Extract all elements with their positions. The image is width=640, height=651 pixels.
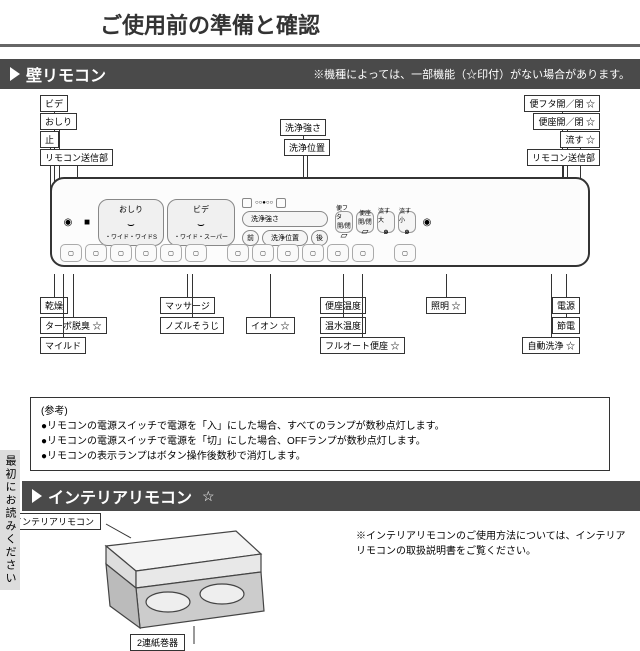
label-ion: イオン ☆	[246, 317, 295, 334]
btn-oshiri[interactable]: おしり⌣・ワイド・ワイドS	[98, 199, 164, 246]
label-transmitter-r: リモコン送信部	[527, 149, 600, 166]
reference-line: ●リモコンの電源スイッチで電源を「切」にした場合、OFFランプが数秒点灯します。	[41, 434, 599, 449]
remote-sensor-l: ◉	[60, 214, 76, 230]
reference-box: (参考) ●リモコンの電源スイッチで電源を「入」にした場合、すべてのランプが数秒…	[30, 397, 610, 471]
label-flush: 流す ☆	[560, 131, 600, 148]
label-strength: 洗浄強さ	[280, 119, 326, 136]
small-btn[interactable]: ▢	[277, 244, 299, 262]
sidebar-tab: 最初にお読みください	[0, 450, 20, 590]
interior-remote-illustration	[66, 516, 286, 646]
small-btn[interactable]: ▢	[185, 244, 207, 262]
label-lid: 便フタ開／閉 ☆	[524, 95, 600, 112]
small-btn[interactable]: ▢	[60, 244, 82, 262]
btn-flush-small[interactable]: 流す 小๑	[398, 211, 416, 233]
small-btn[interactable]: ▢	[394, 244, 416, 262]
label-seat: 便座開／閉 ☆	[533, 113, 600, 130]
label-water-temp: 温水温度	[320, 317, 366, 334]
label-bidet: ビデ	[40, 95, 68, 112]
label-light: 照明 ☆	[426, 297, 466, 314]
btn-bidet[interactable]: ビデ⌣・ワイド・スーパー	[167, 199, 235, 246]
section-interior-remote: インテリアリモコン ☆	[22, 481, 640, 511]
reference-line: ●リモコンの電源スイッチで電源を「入」にした場合、すべてのランプが数秒点灯します…	[41, 419, 599, 434]
label-interior-remote: インテリアリモコン	[6, 513, 101, 530]
btn-flush-big[interactable]: 流す 大๑	[377, 211, 395, 233]
label-power: 電源	[552, 297, 580, 314]
small-btn[interactable]: ▢	[110, 244, 132, 262]
label-eco: 節電	[552, 317, 580, 334]
label-massage: マッサージ	[160, 297, 215, 314]
triangle-icon	[10, 67, 20, 81]
label-auto-seat: フルオート便座 ☆	[320, 337, 405, 354]
small-btn[interactable]: ▢	[85, 244, 107, 262]
label-paper-holder: 2連紙巻器	[130, 634, 185, 651]
small-btn[interactable]: ▢	[352, 244, 374, 262]
interior-note: ※インテリアリモコンのご使用方法については、インテリアリモコンの取扱説明書をご覧…	[352, 511, 640, 651]
wall-remote-diagram: ビデ おしり 止 リモコン送信部 洗浄強さ 洗浄位置 便フタ開／閉 ☆ 便座開／…	[0, 89, 640, 389]
small-btn[interactable]: ▢	[227, 244, 249, 262]
label-stop: 止	[40, 131, 59, 148]
label-oshiri: おしり	[40, 113, 77, 130]
triangle-icon	[32, 489, 42, 503]
section-name: 壁リモコン	[26, 62, 106, 86]
small-btn[interactable]: ▢	[135, 244, 157, 262]
small-btn[interactable]: ▢	[302, 244, 324, 262]
btn-lid[interactable]: 便フタ開/閉▱	[335, 211, 353, 233]
small-btn[interactable]: ▢	[160, 244, 182, 262]
section-name: インテリアリモコン	[48, 484, 192, 508]
btn-seat[interactable]: 便座開/閉▱	[356, 211, 374, 233]
section-note: ※機種によっては、一部機能（☆印付）がない場合があります。	[313, 66, 630, 82]
remote-row2: ▢▢▢▢▢▢▢▢▢▢▢▢▢	[60, 244, 580, 262]
label-nozzle: ノズルそうじ	[160, 317, 224, 334]
star-icon: ☆	[202, 488, 215, 505]
label-position: 洗浄位置	[284, 139, 330, 156]
remote-sensor-r: ◉	[419, 214, 435, 230]
reference-line: ●リモコンの表示ランプはボタン操作後数秒で消灯します。	[41, 449, 599, 464]
small-btn[interactable]: ▢	[327, 244, 349, 262]
section-wall-remote: 壁リモコン ※機種によっては、一部機能（☆印付）がない場合があります。	[0, 59, 640, 89]
label-auto-wash: 自動洗浄 ☆	[522, 337, 580, 354]
btn-group-mid: ○○●○○ 洗浄強さ 前洗浄位置後	[242, 198, 328, 246]
label-turbo: ターボ脱臭 ☆	[40, 317, 107, 334]
page-title: ご使用前の準備と確認	[0, 0, 640, 47]
interior-diagram: インテリアリモコン 2連紙巻器 ※インテリアリモコンのご使用方法については、イン…	[0, 511, 640, 651]
reference-header: (参考)	[41, 404, 599, 419]
stop-icon: ■	[79, 214, 95, 230]
small-btn[interactable]: ▢	[252, 244, 274, 262]
btn-strength[interactable]: 洗浄強さ	[242, 211, 328, 227]
label-mild: マイルド	[40, 337, 86, 354]
label-transmitter-l: リモコン送信部	[40, 149, 113, 166]
